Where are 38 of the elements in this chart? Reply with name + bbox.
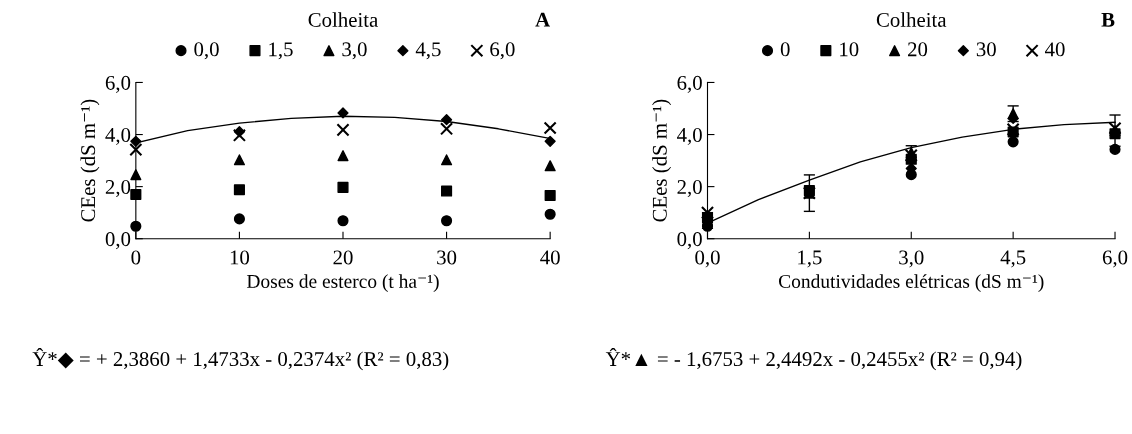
- legend-label: 0: [780, 42, 790, 57]
- y-tick-label: 4,0: [677, 127, 702, 145]
- y-tick-label: 6,0: [677, 75, 702, 93]
- text: Ŷ*◆ = + 2,3860 + 1,4733x - 0,2374x² (R² = 0,83): [32, 348, 449, 371]
- x-tick-label: 1,5: [798, 250, 822, 268]
- x-tick-label: 10: [230, 250, 250, 265]
- legend-label: 3,0: [342, 42, 367, 60]
- y-axis-title: CEes (dS m⁻¹): [652, 99, 672, 222]
- text: Ŷ*▲ = - 1,6753 + 2,4492x - 0,2455x² (R² = 0,94): [605, 348, 1022, 371]
- legend-title: Colheita: [308, 12, 378, 27]
- y-tick-label: 6,0: [105, 75, 131, 93]
- y-tick-label: 0,0: [105, 232, 131, 250]
- legend-label: 0,0: [194, 42, 219, 60]
- y-tick-label: 4,0: [105, 127, 131, 145]
- y-tick-label: 2,0: [105, 179, 131, 198]
- legend-label: 40: [1045, 42, 1065, 57]
- x-tick-label: 0,0: [695, 250, 720, 268]
- legend-label: 4,5: [415, 42, 441, 60]
- y-axis-title: CEes (dS m⁻¹): [80, 99, 100, 222]
- text: B: [1101, 12, 1115, 27]
- legend-label: 6,0: [490, 42, 515, 60]
- x-tick-label: 20: [333, 250, 353, 265]
- x-axis-title: Doses de esterco (t ha⁻¹): [246, 274, 439, 292]
- legend-title: Colheita: [876, 12, 947, 27]
- legend-label: 20: [908, 42, 928, 57]
- x-tick-label: 0: [131, 250, 141, 265]
- x-axis-title: Condutividades elétricas (dS m⁻¹): [779, 274, 1044, 292]
- legend-label: 10: [840, 42, 859, 57]
- x-tick-label: 4,5: [1000, 250, 1026, 268]
- text: A: [535, 12, 550, 27]
- y-tick-label: 2,0: [677, 179, 702, 198]
- x-tick-label: 3,0: [899, 250, 924, 268]
- x-tick-label: 6,0: [1102, 250, 1128, 268]
- y-tick-label: 0,0: [677, 232, 702, 250]
- x-tick-label: 40: [540, 250, 560, 265]
- x-tick-label: 30: [437, 250, 457, 265]
- legend-label: 30: [976, 42, 996, 57]
- legend-label: 1,5: [269, 42, 293, 60]
